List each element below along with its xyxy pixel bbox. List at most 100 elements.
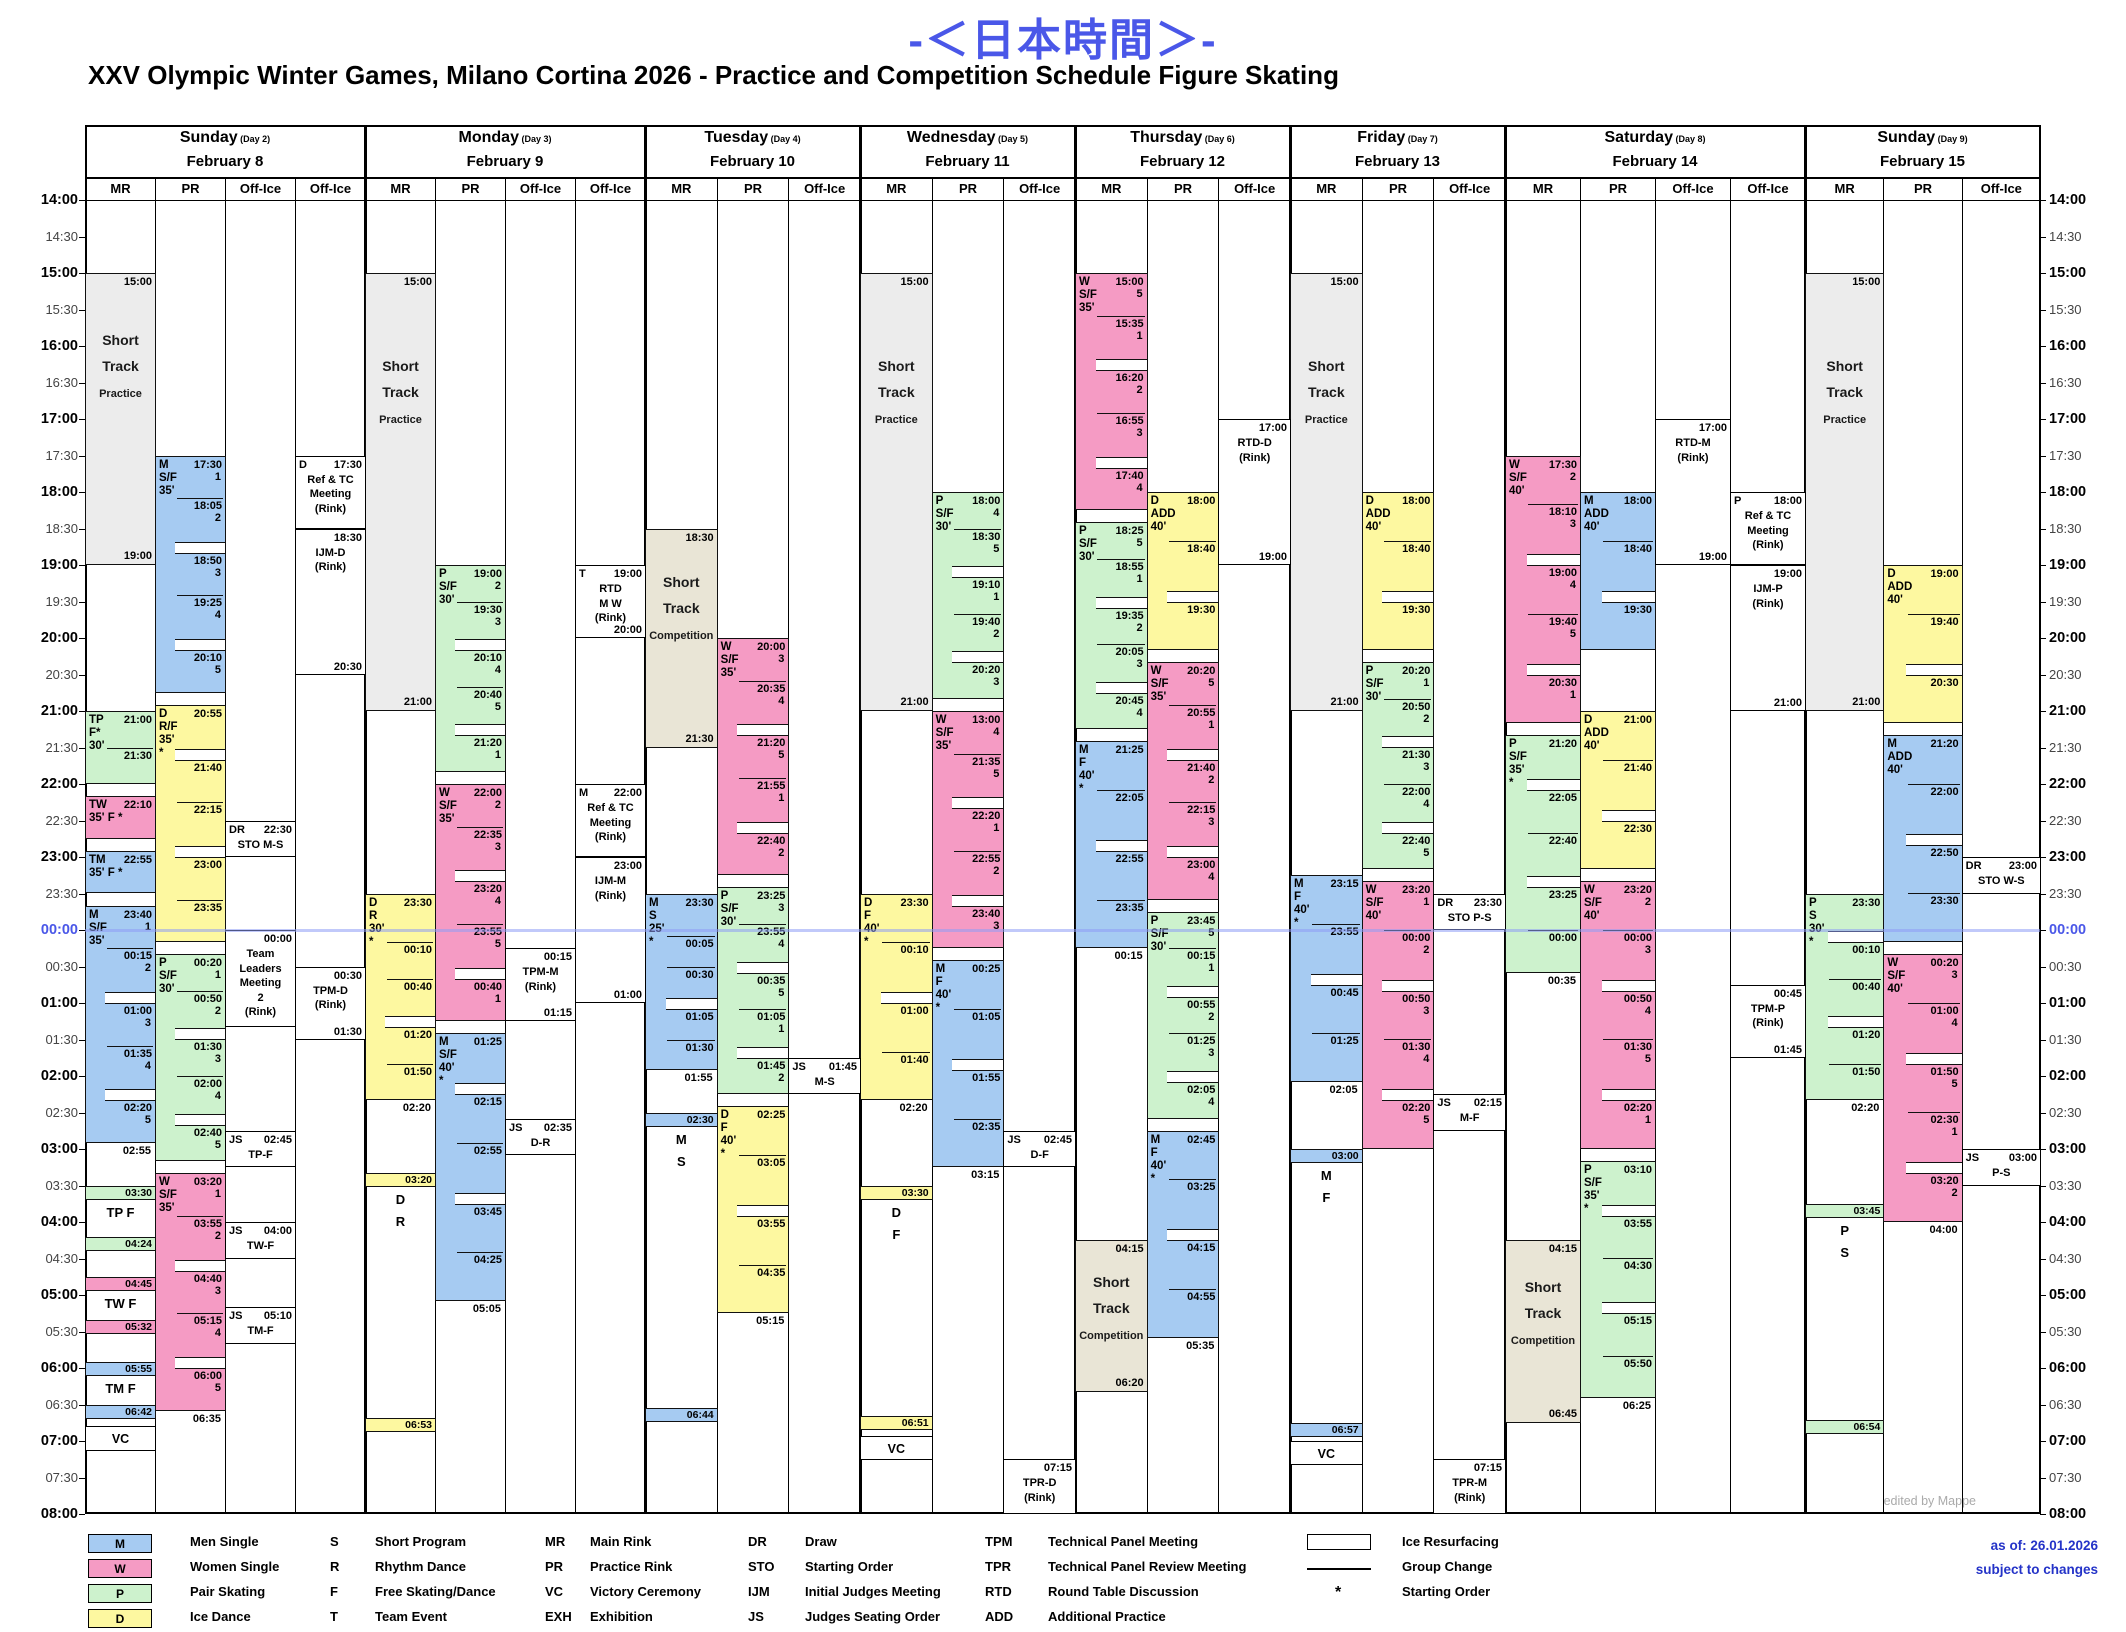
ice-resurfacing-gap bbox=[1167, 845, 1219, 858]
meeting-title: TPR-M (Rink) bbox=[1452, 1477, 1488, 1504]
practice-block: P S/F 30' 18:25 5 18:55 1 19:35 2 20:05 3 20:45 4 bbox=[1075, 522, 1148, 730]
meeting-start-time: 00:00 bbox=[263, 933, 292, 945]
practice-block: M S/F 35' 23:40 1 00:15 2 01:00 3 01:35 4 02:20 5 bbox=[85, 905, 156, 1143]
group-number: 5 bbox=[1208, 677, 1215, 690]
group-start-time: 03:05 bbox=[757, 1157, 786, 1170]
practice-block: D R/F 35' * 20:55 21:40 22:15 23:00 23:35 bbox=[155, 704, 226, 943]
short-track-label: Short Track Practice bbox=[874, 357, 918, 426]
edited-by-note: edited by Mappe bbox=[1883, 1494, 1976, 1508]
axis-tick-left bbox=[79, 346, 85, 347]
group-start-time: 23:30 bbox=[685, 896, 714, 909]
group-start-time: 19:30 bbox=[1623, 603, 1652, 616]
ice-resurfacing-gap bbox=[1905, 1162, 1962, 1175]
group-number: 2 bbox=[494, 799, 501, 811]
competition-end-strip: 06:53 bbox=[365, 1418, 436, 1433]
group-start-time: 21:20 bbox=[1548, 738, 1577, 751]
time-label-left: 21:00 bbox=[40, 703, 78, 719]
ice-resurfacing-gap bbox=[737, 821, 789, 834]
group-start-time: 17:30 bbox=[193, 458, 222, 471]
rink-column-header: PR bbox=[1580, 178, 1656, 201]
practice-block: MS25'* 23:30 00:05 00:30 01:05 01:30 bbox=[645, 893, 718, 1070]
day-name: Sunday (Day 2) bbox=[179, 129, 271, 146]
time-label-left: 01:30 bbox=[45, 1031, 78, 1047]
group-number: 5 bbox=[1136, 537, 1143, 550]
axis-tick-left bbox=[79, 1514, 85, 1515]
competition-label: TM F bbox=[105, 1380, 136, 1396]
practice-block-head: W S/F 40' bbox=[1509, 458, 1527, 497]
group-start-time: 00:15 bbox=[1187, 950, 1216, 963]
group-start-time: 04:15 bbox=[1187, 1242, 1216, 1255]
group-number: 2 bbox=[214, 1229, 221, 1242]
group-start-time: 22:55 bbox=[1115, 852, 1144, 865]
ice-resurfacing-gap bbox=[1827, 931, 1884, 944]
meeting-start-time: 07:15 bbox=[1043, 1462, 1072, 1475]
practice-block: D ADD 40' 18:00 18:40 19:30 bbox=[1361, 492, 1435, 651]
short-track-label: Short Track Competition bbox=[649, 573, 714, 642]
meeting-code: DR bbox=[1965, 860, 1982, 872]
ice-resurfacing-gap bbox=[1382, 590, 1434, 603]
block-end-time: 04:00 bbox=[1929, 1224, 1958, 1236]
group-start-time: 00:45 bbox=[1330, 986, 1359, 999]
day-name: Monday (Day 3) bbox=[458, 129, 552, 146]
day-number: (Day 5) bbox=[995, 134, 1029, 144]
group-start-time: 18:40 bbox=[1402, 542, 1431, 555]
group-start-time: 20:30 bbox=[1930, 676, 1959, 689]
block-end-time: 06:25 bbox=[1622, 1400, 1651, 1413]
group-number: 3 bbox=[1423, 761, 1430, 774]
ice-resurfacing-gap bbox=[1601, 809, 1655, 822]
group-change-line bbox=[1603, 759, 1653, 761]
legend-code: F bbox=[330, 1584, 338, 1599]
axis-tick-right bbox=[2040, 1331, 2046, 1333]
axis-tick-left bbox=[79, 820, 85, 822]
group-start-time: 23:30 bbox=[1852, 896, 1881, 909]
time-label-left: 04:00 bbox=[40, 1214, 78, 1230]
time-label-right: 02:30 bbox=[2049, 1104, 2082, 1120]
group-number: 1 bbox=[1423, 677, 1430, 690]
short-track-label: Short Track Practice bbox=[1304, 357, 1348, 426]
group-number: 4 bbox=[494, 895, 501, 908]
time-label-left: 19:00 bbox=[40, 557, 78, 573]
group-change-line bbox=[738, 1009, 787, 1011]
group-start-time: 00:50 bbox=[193, 992, 222, 1005]
meeting-title: RTD M W (Rink) bbox=[594, 583, 627, 624]
competition-end-strip: 04:24 bbox=[85, 1237, 156, 1252]
meeting-code: JS bbox=[1965, 1152, 1980, 1164]
group-change-line bbox=[1907, 1002, 1960, 1004]
practice-block-head: D R/F 35' * bbox=[159, 707, 178, 759]
meeting-block: 00:45 TPM-P (Rink) 01:45 bbox=[1730, 984, 1806, 1058]
axis-tick-right bbox=[2040, 1514, 2046, 1515]
meeting-block: JS 02:35 D-R bbox=[505, 1118, 576, 1156]
group-start-time: 21:20 bbox=[473, 737, 502, 750]
group-number: 2 bbox=[993, 864, 1000, 877]
group-number: 3 bbox=[1208, 1047, 1215, 1060]
short-track-end-time: 21:00 bbox=[403, 696, 432, 708]
group-change-line bbox=[176, 1313, 223, 1315]
practice-block-head: P S/F 30' bbox=[1365, 665, 1384, 704]
meeting-code: T bbox=[579, 568, 586, 580]
group-start-time: 22:50 bbox=[1930, 846, 1959, 859]
legend-label: Main Rink bbox=[590, 1534, 652, 1549]
practice-block-head: D ADD 40' bbox=[1584, 714, 1609, 752]
group-start-time: 00:30 bbox=[685, 968, 714, 981]
group-number: 4 bbox=[1208, 870, 1215, 883]
short-track-block: 15:00 Short Track Practice 21:00 bbox=[1290, 273, 1363, 711]
subject-to-changes-note: subject to changes bbox=[1975, 1562, 2098, 1577]
group-start-time: 21:25 bbox=[1115, 744, 1144, 757]
group-number: 2 bbox=[1423, 943, 1430, 956]
practice-block-head: P S/F 30' bbox=[1150, 914, 1169, 953]
axis-tick-left bbox=[79, 1258, 85, 1260]
group-number: 4 bbox=[993, 507, 1000, 519]
group-change-line bbox=[953, 613, 1002, 615]
axis-tick-left bbox=[79, 1076, 85, 1077]
axis-tick-left bbox=[79, 966, 85, 968]
competition-end-strip: 06:57 bbox=[1290, 1423, 1363, 1438]
group-start-time: 22:00 bbox=[1402, 785, 1431, 798]
axis-tick-right bbox=[2040, 966, 2046, 968]
meeting-start-time: 22:30 bbox=[263, 823, 292, 836]
practice-block: P S/F 30' 19:00 2 19:30 3 20:10 4 20:40 5 21:20 1 bbox=[435, 565, 506, 772]
group-start-time: 00:10 bbox=[900, 944, 929, 957]
legend-label: Victory Ceremony bbox=[590, 1584, 702, 1599]
time-label-right: 16:00 bbox=[2049, 338, 2087, 354]
group-start-time: 23:00 bbox=[193, 858, 222, 871]
